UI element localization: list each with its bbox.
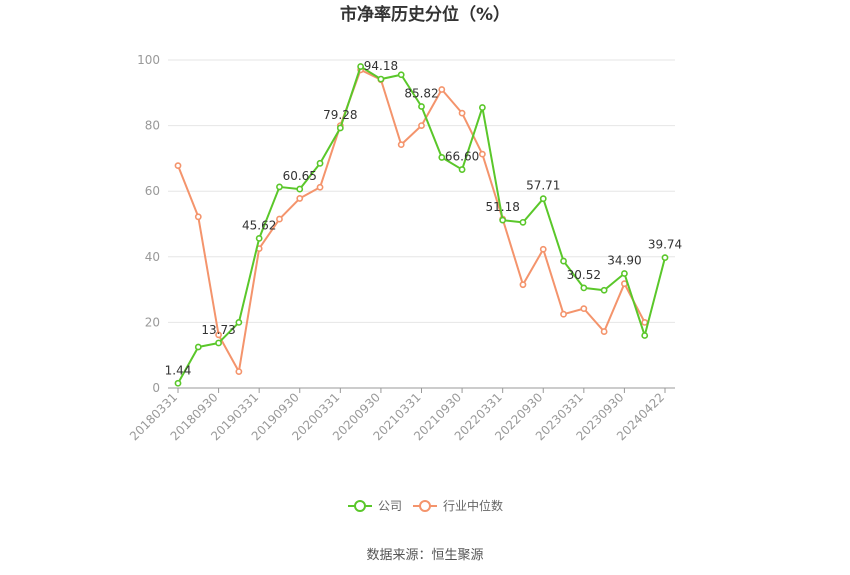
data-label: 1.44: [165, 363, 192, 377]
data-point: [316, 183, 324, 191]
data-labels: 1.44 13.73 45.62 60.65 79.28 94.18 85.82 66.60 5…: [165, 59, 683, 377]
data-label: 60.65: [283, 169, 317, 183]
y-tick-label: 60: [145, 184, 160, 198]
y-tick-label: 0: [152, 381, 160, 395]
data-point: [560, 257, 567, 265]
legend-item-company[interactable]: 公司: [348, 499, 402, 513]
data-point: [580, 284, 588, 292]
data-point: [235, 368, 243, 375]
legend-label-company: 公司: [378, 499, 402, 513]
data-point: [296, 195, 304, 202]
data-point: [316, 159, 324, 167]
data-point: [377, 75, 385, 83]
data-point: [276, 183, 283, 191]
data-point: [661, 254, 669, 262]
legend[interactable]: 公司 行业中位数: [348, 498, 503, 513]
data-point: [296, 185, 304, 193]
y-tick-label: 20: [145, 315, 160, 329]
data-point: [519, 218, 527, 226]
series-layer: [174, 63, 669, 387]
y-tick-label: 80: [145, 119, 160, 133]
data-point: [458, 166, 466, 173]
data-label: 51.18: [485, 200, 519, 214]
data-point: [215, 339, 222, 347]
data-point: [499, 216, 507, 224]
data-point: [580, 305, 588, 313]
legend-label-industry: 行业中位数: [443, 498, 503, 513]
data-point: [600, 286, 608, 294]
data-point: [336, 124, 344, 132]
data-point: [539, 245, 547, 253]
source-note: 数据来源：恒生聚源: [366, 548, 483, 563]
data-point: [397, 71, 405, 79]
series-line: [177, 68, 646, 373]
data-label: 94.18: [364, 59, 398, 73]
data-point: [276, 215, 283, 223]
data-label: 13.73: [201, 323, 235, 337]
data-point: [194, 213, 202, 221]
data-point: [194, 343, 202, 351]
chart-title: 市净率历史分位（%）: [340, 4, 510, 25]
data-label: 34.90: [607, 254, 641, 268]
data-point: [255, 234, 263, 242]
data-point: [560, 310, 567, 318]
y-tick-label: 100: [137, 53, 160, 67]
series-industry: [174, 66, 649, 375]
data-point: [519, 281, 527, 289]
data-point: [478, 150, 486, 158]
data-point: [438, 86, 446, 93]
data-point: [600, 328, 608, 335]
data-point: [458, 109, 466, 117]
series-company: [174, 63, 669, 387]
legend-marker-industry: [419, 500, 431, 512]
data-point: [418, 122, 425, 129]
data-label: 85.82: [404, 87, 438, 101]
data-label: 66.60: [445, 150, 479, 164]
y-axis-ticks: 0 20 40 60 80 100: [137, 53, 160, 395]
data-label: 79.28: [323, 108, 357, 122]
data-point: [478, 104, 486, 111]
x-axis: 2018033120180930201903312019093020200331…: [127, 387, 675, 443]
legend-marker-company: [354, 500, 366, 512]
data-label: 57.71: [526, 179, 560, 193]
data-label: 39.74: [648, 238, 682, 252]
data-point: [235, 318, 243, 326]
data-point: [641, 318, 649, 326]
data-label: 45.62: [242, 218, 276, 232]
data-point: [641, 332, 649, 339]
data-point: [397, 141, 405, 149]
data-point: [357, 63, 365, 70]
y-tick-label: 40: [145, 250, 160, 264]
data-point: [621, 270, 628, 277]
data-point: [539, 195, 547, 203]
legend-item-industry[interactable]: 行业中位数: [413, 498, 503, 513]
data-point: [438, 154, 446, 161]
data-point: [174, 379, 182, 387]
data-point: [215, 331, 222, 339]
data-point: [174, 162, 182, 170]
data-point: [418, 103, 425, 110]
data-label: 30.52: [567, 268, 601, 282]
grid-lines: [168, 59, 675, 323]
